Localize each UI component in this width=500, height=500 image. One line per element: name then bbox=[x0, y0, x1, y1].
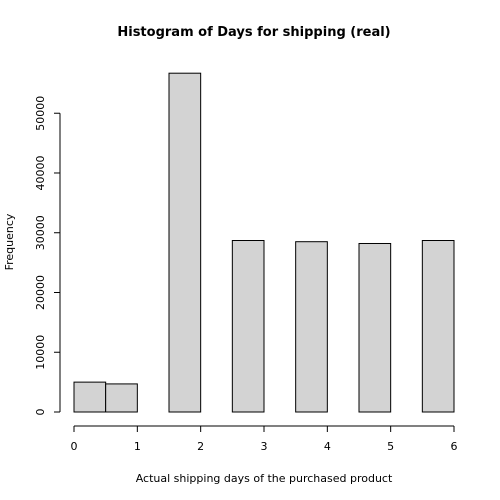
histogram-bar-7 bbox=[295, 241, 328, 413]
y-tick-label-3: 30000 bbox=[34, 215, 47, 250]
chart-title: Histogram of Days for shipping (real) bbox=[117, 25, 390, 40]
y-tick-label-5: 50000 bbox=[34, 96, 47, 131]
x-tick-label-0: 0 bbox=[71, 440, 78, 453]
y-tick-label-1: 10000 bbox=[34, 335, 47, 370]
y-axis: 0 10000 20000 30000 40000 50000 bbox=[34, 96, 61, 416]
y-tick-label-4: 40000 bbox=[34, 155, 47, 190]
x-axis: 0 1 2 3 4 5 6 bbox=[71, 425, 458, 453]
histogram-bar-1 bbox=[105, 383, 138, 413]
x-tick-label-6: 6 bbox=[451, 440, 458, 453]
histogram-bar-0 bbox=[73, 381, 107, 413]
histogram-bar-11 bbox=[421, 240, 455, 413]
y-tick-label-2: 20000 bbox=[34, 275, 47, 310]
x-tick-label-4: 4 bbox=[324, 440, 331, 453]
histogram-bar-9 bbox=[358, 242, 392, 413]
x-tick-label-3: 3 bbox=[261, 440, 268, 453]
bars-group bbox=[73, 72, 455, 413]
x-tick-label-1: 1 bbox=[134, 440, 141, 453]
y-tick-label-0: 0 bbox=[34, 409, 47, 416]
x-tick-label-5: 5 bbox=[387, 440, 394, 453]
y-axis-label: Frequency bbox=[3, 213, 16, 270]
histogram-bar-3 bbox=[168, 72, 202, 413]
x-axis-label: Actual shipping days of the purchased pr… bbox=[136, 472, 393, 485]
x-tick-label-2: 2 bbox=[197, 440, 204, 453]
histogram-bar-5 bbox=[231, 240, 265, 413]
